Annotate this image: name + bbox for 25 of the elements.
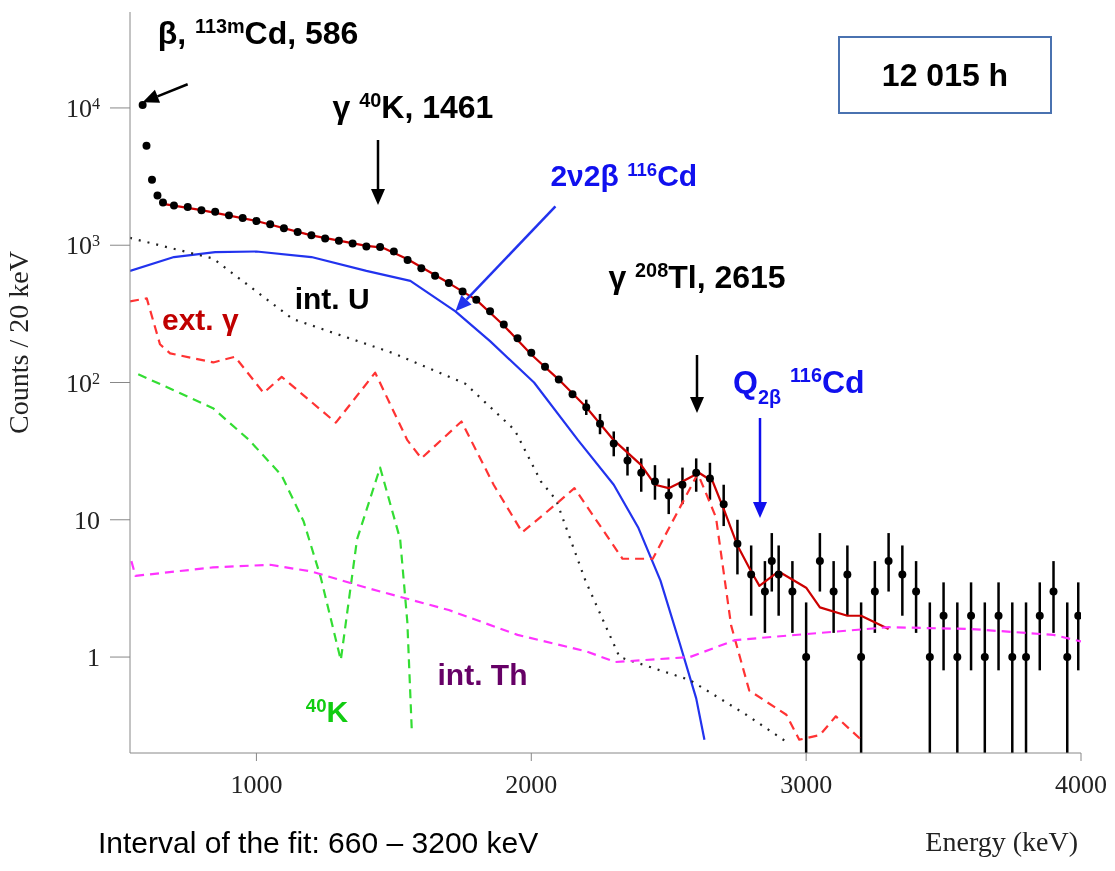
y-axis-title: Counts / 20 keV xyxy=(2,251,34,434)
y-tick-label: 10$^{4}$ xyxy=(65,93,100,123)
series-label: int. Th xyxy=(437,657,528,691)
y-tick-label: 10$^{2}$ xyxy=(65,368,100,398)
y-tick-label: 1 xyxy=(87,643,100,673)
line-series xyxy=(130,250,706,741)
annotation: Q$_{2β}$ $^{116}$Cd xyxy=(733,364,865,408)
annotation: γ $^{208}$Tl, 2615 xyxy=(608,259,786,295)
x-tick-label: 1000 xyxy=(230,770,283,799)
y-tick-label: 10$^{3}$ xyxy=(65,231,100,261)
x-tick-label: 3000 xyxy=(780,770,833,799)
x-tick-label: 4000 xyxy=(1055,770,1107,799)
series-label: ext. γ xyxy=(161,303,239,337)
series-label: int. U xyxy=(294,282,370,316)
x-tick-label: 2000 xyxy=(505,770,558,799)
annotation: 12 015 h xyxy=(838,36,1052,114)
annotation: γ $^{40}$K, 1461 xyxy=(332,89,494,125)
line-series xyxy=(130,560,1081,664)
annotation: β, $^{113m}$Cd, 586 xyxy=(157,15,359,52)
series-label: $^{40}$K xyxy=(305,694,349,729)
x-axis-title: Energy (keV) xyxy=(925,826,1078,857)
line-series xyxy=(137,373,413,730)
text: Interval of the fit: 660 – 3200 keV xyxy=(98,826,539,860)
y-tick-label: 10 xyxy=(74,505,100,535)
text: 2ν2β $^{116}$Cd xyxy=(550,158,698,193)
